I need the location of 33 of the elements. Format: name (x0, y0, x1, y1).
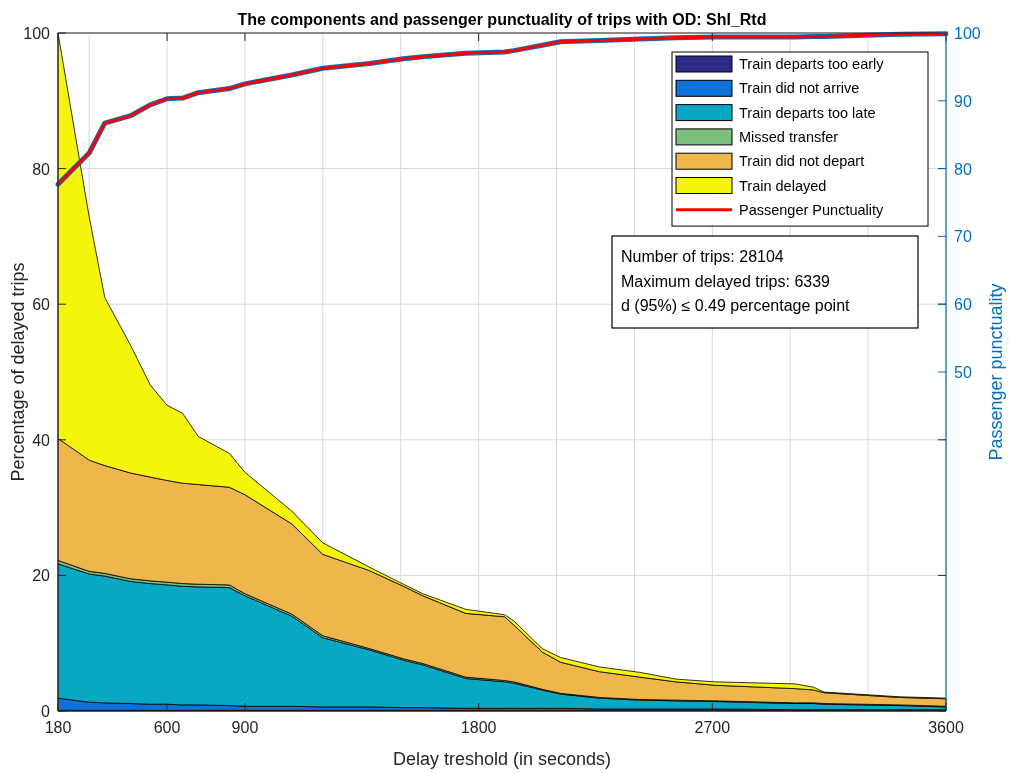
legend-label: Train departs too late (739, 104, 876, 121)
legend-label: Missed transfer (739, 128, 839, 145)
x-tick-label: 2700 (694, 719, 731, 736)
y2-tick-label: 50 (954, 364, 972, 381)
legend-label: Train departs too early (739, 56, 885, 72)
x-tick-label: 600 (153, 719, 181, 736)
annotation: d (95%) ≤ 0.49 percentage point (621, 297, 851, 314)
y-tick-label: 60 (32, 296, 51, 314)
y-tick-label: 40 (32, 431, 51, 449)
legend-label: Train delayed (739, 177, 827, 194)
x-tick-label: 180 (44, 719, 72, 736)
x-tick-label: 900 (231, 719, 259, 736)
y2-tick-label: 60 (954, 296, 972, 314)
y-tick-label: 0 (41, 703, 51, 720)
y-tick-label: 80 (32, 160, 51, 178)
x-tick-label: 1800 (460, 719, 497, 736)
y-tick-label: 100 (23, 25, 51, 42)
y2-tick-label: 100 (954, 25, 981, 42)
x-axis-title: Delay treshold (in seconds) (392, 749, 612, 769)
text-box: Number of trips: 28104 Maximum delayed trips: 6339 d (95%) ≤ 0.49 percentage point (611, 235, 919, 329)
chart-title: The components and passenger punctuality of trips with OD: Shl_Rtd (237, 11, 767, 28)
y-axis-title: Percentage of delayed trips (8, 262, 28, 482)
x-tick-label: 3600 (928, 719, 964, 736)
y2-tick-label: 80 (954, 160, 972, 178)
y2-tick-label: 70 (954, 228, 972, 246)
legend-label: Train did not depart (739, 153, 865, 170)
y2-tick-label: 90 (954, 92, 972, 110)
legend-label: Passenger Punctuality (739, 201, 885, 218)
legend-label: Train did not arrive (739, 80, 860, 97)
annotation: Maximum delayed trips: 6339 (621, 272, 831, 290)
y2-axis-title: Passenger punctuality (986, 283, 1006, 461)
y-tick-label: 20 (32, 567, 51, 585)
annotation: Number of trips: 28104 (621, 248, 784, 265)
